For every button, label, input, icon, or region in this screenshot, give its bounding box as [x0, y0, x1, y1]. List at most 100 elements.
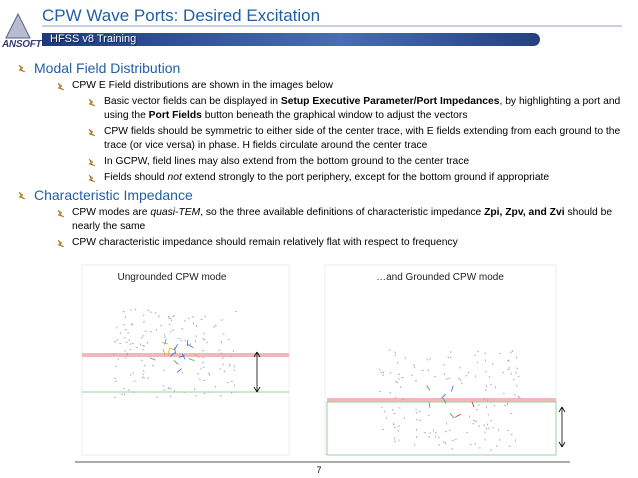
field-vector [484, 352, 486, 355]
field-vector [194, 353, 200, 358]
banner: HFSS v8 Training [42, 33, 540, 46]
field-vector [221, 319, 224, 321]
field-vector [174, 347, 176, 354]
field-vector [487, 413, 489, 416]
field-vector [472, 422, 475, 425]
field-vector [466, 431, 469, 434]
field-vector [203, 392, 206, 395]
field-vector [434, 431, 437, 434]
trace [82, 353, 289, 357]
field-vector [485, 427, 488, 430]
field-vector [164, 338, 167, 345]
field-vector [397, 429, 400, 432]
field-vector [173, 389, 176, 392]
bullet-icon [57, 82, 65, 91]
bullet: Modal Field Distribution [0, 59, 628, 77]
bullet-text: Fields should [104, 172, 168, 183]
bullet-text: CPW fields should be symmetric to either… [104, 126, 621, 151]
field-vector [489, 383, 492, 386]
field-vector [510, 433, 513, 436]
field-vector [508, 445, 511, 448]
field-vector [471, 401, 475, 408]
bullet-text: Characteristic Impedance [34, 187, 193, 203]
bullet-text: extend strongly to the port periphery, e… [181, 172, 550, 183]
field-vector [382, 374, 385, 377]
field-vector [445, 378, 448, 380]
field-vector [403, 417, 405, 420]
field-vector [203, 333, 206, 335]
field-vector [381, 406, 383, 409]
field-vector [230, 391, 233, 394]
field-vector [140, 336, 143, 339]
field-vector [115, 365, 118, 368]
bullet: In GCPW, field lines may also extend fro… [0, 155, 628, 169]
field-vector [398, 424, 400, 428]
field-vector [126, 352, 129, 355]
field-vector [429, 358, 432, 360]
bullet-text: button beneath the graphical window to a… [201, 110, 468, 121]
field-vector [170, 319, 173, 322]
field-vector [200, 318, 203, 321]
field-vector [386, 416, 388, 419]
field-vector [506, 368, 510, 371]
logo-text: ANSOFT [2, 39, 42, 50]
field-vector [133, 380, 136, 382]
field-vector [491, 363, 494, 366]
field-vector [383, 410, 386, 413]
field-vector [458, 366, 461, 369]
field-vector [449, 356, 452, 359]
field-vector [123, 337, 126, 339]
field-vector [490, 419, 493, 422]
field-vector [203, 339, 206, 341]
field-vector [474, 442, 476, 445]
image-caption: …and Grounded CPW mode [376, 272, 504, 283]
bullet-icon [57, 209, 65, 218]
image-caption: Ungrounded CPW mode [117, 272, 227, 283]
field-vector [233, 365, 236, 368]
field-vector [129, 343, 132, 346]
field-vector [172, 315, 174, 318]
field-vector [144, 330, 147, 333]
field-vector [516, 367, 519, 370]
bullet-text: Zpi, Zpv, and Zvi [484, 207, 565, 218]
field-vector [380, 371, 383, 374]
bullet-text: not [167, 172, 182, 183]
field-vector [112, 353, 116, 355]
field-vector [502, 371, 504, 374]
field-vector [181, 371, 184, 374]
field-vector [482, 398, 486, 400]
field-vector [474, 375, 477, 378]
field-vector [128, 339, 131, 342]
image-frame [324, 264, 557, 456]
field-vector [442, 398, 447, 404]
field-vector [168, 347, 175, 351]
field-vector [379, 390, 382, 393]
field-vector [116, 326, 118, 329]
ground-box [326, 401, 557, 456]
field-vector [447, 356, 450, 359]
field-vector [394, 440, 397, 443]
field-vector [162, 385, 165, 388]
field-vector [474, 420, 478, 423]
field-vector [188, 317, 191, 320]
field-vector [478, 403, 480, 407]
field-vector [508, 366, 511, 369]
field-vector [497, 428, 500, 431]
field-vector [163, 389, 166, 391]
field-vector [125, 328, 127, 331]
field-vector [143, 365, 146, 367]
field-vector [476, 409, 479, 411]
field-vector [474, 354, 477, 357]
slide-title: CPW Wave Ports: Desired Excitation [42, 6, 321, 25]
field-vector [396, 361, 399, 364]
field-vector [489, 448, 493, 451]
field-vector [128, 388, 130, 392]
field-vector [202, 366, 205, 369]
bullet-icon [88, 128, 96, 137]
field-vector [188, 344, 194, 349]
field-vector [176, 368, 182, 373]
field-vector [223, 370, 226, 373]
field-vector [510, 351, 512, 354]
bullet-text: CPW modes are [72, 207, 151, 218]
